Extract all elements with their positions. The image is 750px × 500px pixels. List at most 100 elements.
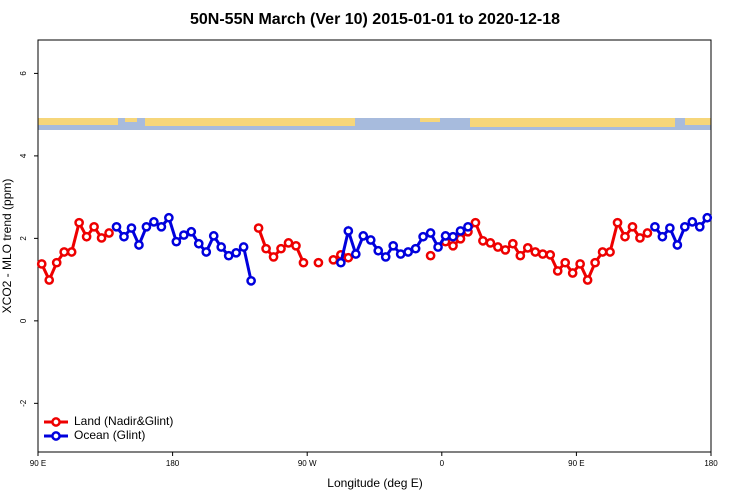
data-point: [141, 221, 152, 232]
y-tick-label: 4: [19, 153, 28, 158]
data-point: [612, 217, 623, 228]
data-point: [74, 217, 84, 228]
data-point: [291, 240, 301, 251]
x-tick-label: 180: [704, 459, 718, 468]
data-point: [567, 268, 578, 278]
data-point: [582, 275, 593, 285]
data-point: [470, 217, 481, 228]
data-point: [343, 252, 354, 263]
data-point: [560, 257, 571, 268]
data-point: [500, 245, 511, 255]
y-tick-label: 2: [19, 236, 28, 241]
data-point: [433, 242, 443, 252]
data-point: [410, 243, 421, 254]
data-point: [702, 212, 713, 223]
data-point: [552, 266, 563, 276]
y-tick-label: 0: [19, 318, 28, 323]
data-point: [111, 221, 122, 232]
data-point: [44, 275, 55, 285]
data-point: [388, 240, 399, 251]
data-point: [395, 249, 406, 259]
data-point: [186, 226, 197, 237]
data-point: [134, 240, 144, 250]
x-tick-label: 90 W: [298, 459, 317, 468]
data-point: [336, 257, 346, 268]
land-mask-strip: [38, 118, 711, 130]
data-point: [373, 245, 384, 256]
data-point: [380, 252, 391, 262]
data-point: [238, 242, 249, 252]
data-point: [119, 231, 129, 242]
data-point: [530, 247, 541, 257]
x-tick-label: 180: [166, 459, 180, 468]
data-point: [178, 230, 189, 240]
plot-frame: [37, 39, 712, 453]
y-tick-label: -2: [19, 399, 28, 407]
data-point: [350, 249, 361, 259]
data-point: [193, 238, 204, 249]
data-point: [657, 231, 668, 242]
data-point: [231, 247, 242, 258]
data-point: [104, 228, 114, 238]
data-point: [171, 236, 182, 247]
data-point: [672, 240, 683, 250]
data-point: [126, 223, 137, 233]
legend-marker: [51, 417, 61, 427]
data-point: [605, 247, 615, 257]
legend-label: Land (Nadir&Glint): [74, 414, 173, 428]
data-point: [507, 238, 518, 249]
data-point: [365, 235, 376, 245]
data-point: [590, 257, 600, 268]
data-point: [545, 250, 556, 260]
data-point: [66, 247, 77, 257]
data-point: [575, 259, 585, 269]
data-point: [455, 233, 466, 244]
data-point: [36, 259, 47, 269]
data-point: [343, 226, 354, 236]
data-point: [253, 223, 264, 233]
data-point: [328, 254, 339, 265]
data-point: [440, 231, 451, 241]
data-point: [89, 221, 99, 232]
data-point: [455, 226, 466, 236]
data-point: [149, 217, 159, 227]
data-point: [96, 233, 107, 243]
data-point: [51, 257, 62, 268]
data-point: [485, 238, 496, 248]
data-point: [208, 231, 219, 241]
data-point: [448, 240, 458, 251]
data-point: [298, 257, 309, 268]
data-point: [620, 231, 630, 242]
legend-marker: [51, 431, 61, 441]
data-point: [216, 242, 227, 252]
data-point: [156, 221, 167, 232]
data-point: [515, 250, 526, 261]
data-point: [261, 243, 271, 254]
data-point: [679, 221, 690, 232]
data-point: [313, 257, 324, 268]
data-point: [537, 249, 548, 259]
data-point: [201, 247, 212, 257]
data-point: [478, 235, 488, 246]
data-point: [522, 243, 533, 253]
data-point: [627, 221, 638, 232]
data-point: [276, 243, 286, 254]
data-point: [425, 228, 436, 238]
data-point: [425, 250, 436, 261]
data-point: [283, 238, 294, 248]
data-point: [403, 247, 413, 257]
data-point: [650, 221, 660, 232]
chart-title: 50N-55N March (Ver 10) 2015-01-01 to 202…: [190, 11, 560, 28]
data-point: [642, 228, 653, 238]
y-tick-label: 6: [19, 71, 28, 76]
data-point: [687, 217, 698, 227]
x-tick-label: 90 E: [30, 459, 46, 468]
data-point: [59, 247, 70, 257]
legend-label: Ocean (Glint): [74, 428, 145, 442]
data-point: [246, 275, 256, 286]
data-point: [81, 231, 92, 242]
x-axis-label: Longitude (deg E): [327, 476, 422, 490]
y-axis-label: XCO2 - MLO trend (ppm): [0, 179, 14, 314]
